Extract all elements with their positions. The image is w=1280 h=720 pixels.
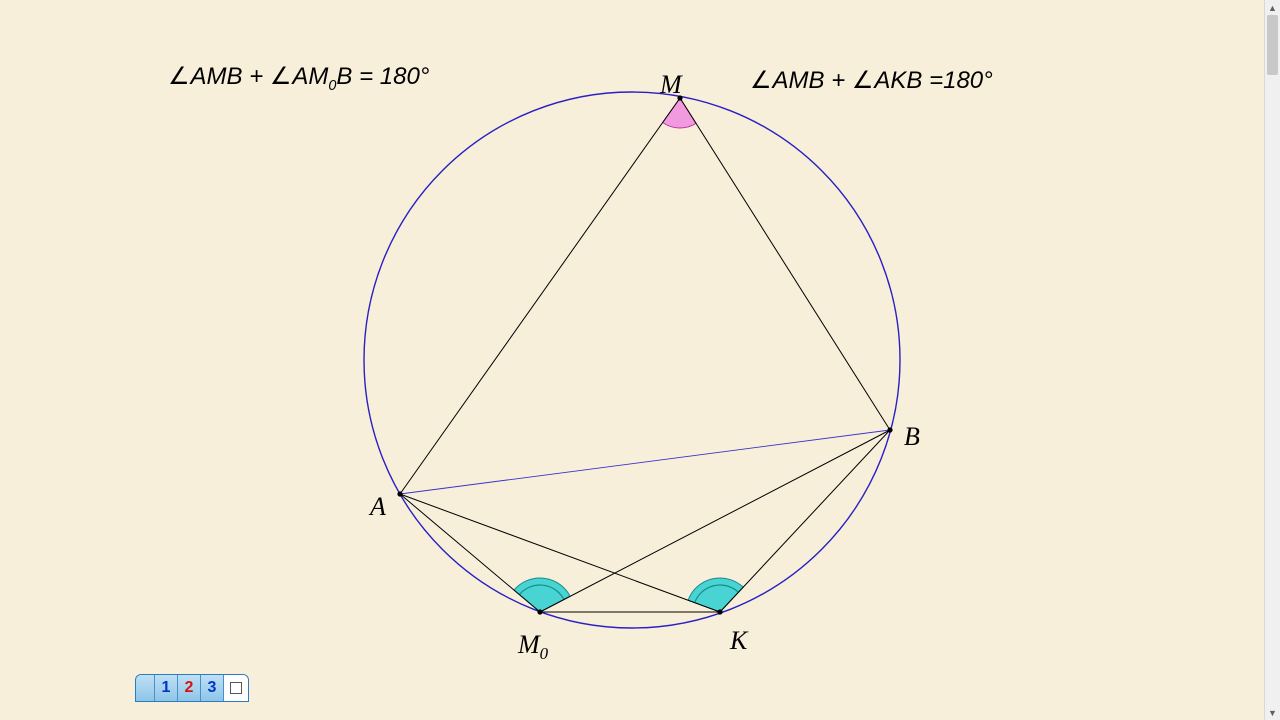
geometry-svg: [0, 0, 1265, 720]
vertical-scrollbar[interactable]: ▲ ▼: [1264, 0, 1280, 720]
nav-step-3[interactable]: 3: [201, 675, 224, 701]
nav-stop[interactable]: [224, 675, 248, 701]
equation-right: ∠AMB + ∠AKB =180°: [750, 66, 993, 95]
point-label-M0: M0: [518, 630, 548, 664]
nav-step-1[interactable]: 1: [155, 675, 178, 701]
scroll-track[interactable]: [1265, 15, 1280, 705]
scroll-down-arrow-icon[interactable]: ▼: [1265, 705, 1280, 720]
step-navbar: 1 2 3: [135, 674, 249, 702]
point-label-B: B: [904, 422, 920, 452]
point-label-A: A: [370, 492, 386, 522]
scroll-up-arrow-icon[interactable]: ▲: [1265, 0, 1280, 15]
diagram-canvas: ∠AMB + ∠AM0B = 180° ∠AMB + ∠AKB =180° M …: [0, 0, 1265, 720]
point-label-M: M: [660, 70, 682, 100]
equation-left: ∠AMB + ∠AM0B = 180°: [168, 62, 429, 94]
point-label-K: K: [730, 626, 747, 656]
nav-prev-blank[interactable]: [136, 675, 155, 701]
nav-step-2[interactable]: 2: [178, 675, 201, 701]
scroll-thumb[interactable]: [1267, 15, 1278, 75]
